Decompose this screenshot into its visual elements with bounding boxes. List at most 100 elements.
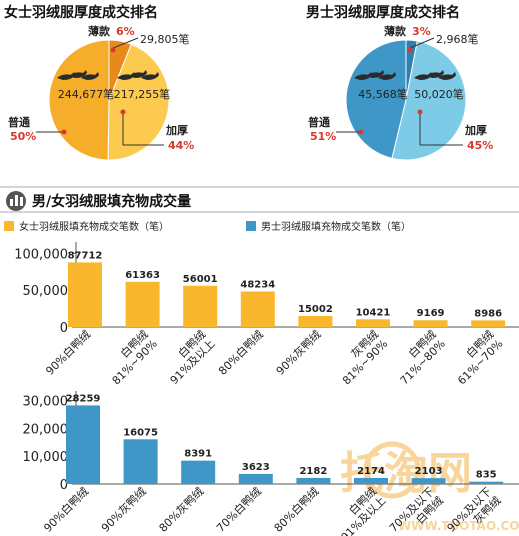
bar (354, 477, 388, 484)
legend-label-female: 女士羽绒服填充物成交笔数（笔） (19, 220, 169, 233)
bar-value-label: 15002 (298, 304, 333, 315)
x-tick-label: 90%灰鸭绒 (98, 484, 149, 535)
pie-percent-thick: 44% (168, 139, 194, 152)
pie-count-thin: 29,805笔 (140, 32, 190, 46)
bar (298, 315, 333, 327)
pie-count-thick: 217,255笔 (114, 87, 171, 101)
bar (183, 285, 218, 327)
duck-icon (141, 72, 159, 80)
y-tick-label: 100,000 (14, 247, 68, 262)
pie-count-normal: 45,568笔 (358, 87, 408, 101)
bar-value-label: 56001 (183, 274, 218, 285)
pie-slice-normal (345, 39, 407, 159)
pie-percent-thin: 3% (412, 25, 431, 38)
duck-icon (81, 72, 99, 80)
duck-icon (57, 72, 75, 80)
duck-icon (426, 70, 444, 78)
x-tick-label: 80%白鸭绒 (215, 327, 266, 378)
bar-value-label: 835 (476, 470, 497, 481)
pie-label-thick: 加厚 (165, 123, 188, 137)
y-tick-label: 10,000 (23, 450, 69, 465)
pie-label-normal: 普通 (308, 115, 330, 129)
x-tick-label: 白鸭绒81%~90% (100, 327, 160, 387)
bar-value-label: 3623 (242, 462, 270, 473)
bar (181, 460, 216, 484)
callout-dot-normal (61, 129, 67, 135)
y-tick-label: 20,000 (23, 422, 69, 437)
watermark-ring (363, 441, 421, 499)
duck-icon (117, 72, 135, 80)
bar-value-label: 8986 (474, 308, 502, 319)
y-tick-label: 0 (60, 321, 68, 336)
bar-value-label: 87712 (68, 250, 103, 261)
callout-line-thin (409, 37, 435, 49)
x-tick-label: 90%灰鸭绒 (273, 327, 324, 378)
bar (240, 291, 275, 327)
callout-dot-thin (407, 47, 413, 53)
pie-count-thick: 50,020笔 (414, 87, 464, 101)
x-tick-label: 80%灰鸭绒 (156, 484, 207, 535)
bar (356, 319, 390, 327)
watermark-logo-text: 托淘网 (340, 448, 472, 499)
duck-icon (414, 72, 432, 80)
bar (296, 477, 331, 484)
bar-value-label: 2103 (415, 466, 443, 477)
callout-dot-thin (110, 47, 116, 53)
pie-percent-thin: 6% (116, 25, 135, 38)
pie-label-thick: 加厚 (464, 123, 487, 137)
duck-icon (438, 72, 456, 80)
callout-dot-normal (358, 129, 364, 135)
bar (125, 281, 160, 327)
duck-icon (366, 70, 384, 78)
x-tick-label: 白鸭绒91%及以上 (158, 327, 218, 387)
bar-section-title: 男/女羽绒服填充物成交量 (32, 193, 191, 210)
pie-percent-normal: 51% (310, 130, 336, 143)
x-tick-label: 70%白鸭绒 (213, 484, 264, 535)
bar (471, 320, 506, 327)
bar-value-label: 48234 (240, 279, 275, 290)
y-tick-label: 50,000 (23, 284, 69, 299)
bar (66, 405, 100, 484)
y-tick-label: 0 (60, 478, 68, 493)
x-tick-label: 白鸭绒61%~70% (445, 327, 505, 387)
pie-count-normal: 244,677笔 (58, 87, 115, 101)
watermark: 托淘网 WWW.TUOTAO.COM (340, 441, 519, 533)
legend-swatch-male (246, 221, 256, 231)
duck-icon (354, 72, 372, 80)
bar-value-label: 8391 (184, 449, 212, 460)
x-tick-label: 80%白鸭绒 (271, 484, 322, 535)
callout-dot-thick (120, 109, 126, 115)
pie-slice-thick (391, 40, 467, 161)
bar-value-label: 61363 (125, 270, 160, 281)
bar-value-label: 28259 (66, 393, 101, 404)
pie-label-thin: 薄款 (88, 24, 111, 38)
pie-label-normal: 普通 (8, 115, 30, 129)
female-pie-title: 女士羽绒服厚度成交排名 (4, 4, 158, 21)
x-tick-label: 灰鸭绒81%~90% (330, 327, 390, 387)
x-tick-label: 白鸭绒71%~80% (388, 327, 448, 387)
callout-dot-thick (417, 109, 423, 115)
bar-value-label: 2174 (357, 466, 385, 477)
bar (413, 320, 448, 327)
watermark-url-text: WWW.TUOTAO.COM (398, 519, 519, 533)
bar (238, 473, 273, 484)
legend-label-male: 男士羽绒服填充物成交笔数（笔） (261, 220, 411, 233)
pie-percent-thick: 45% (467, 139, 493, 152)
male-pie-title: 男士羽绒服厚度成交排名 (306, 4, 460, 21)
pie-count-thin: 2,968笔 (436, 32, 479, 46)
duck-icon (129, 70, 147, 78)
bar (123, 439, 158, 484)
bar-value-label: 9169 (417, 308, 445, 319)
y-tick-label: 30,000 (23, 395, 69, 410)
legend-swatch-female (4, 221, 14, 231)
duck-icon (378, 72, 396, 80)
duck-icon (69, 70, 87, 78)
bar (411, 478, 446, 484)
bar (469, 481, 504, 484)
pie-percent-normal: 50% (10, 130, 36, 143)
bar-value-label: 10421 (356, 307, 391, 318)
